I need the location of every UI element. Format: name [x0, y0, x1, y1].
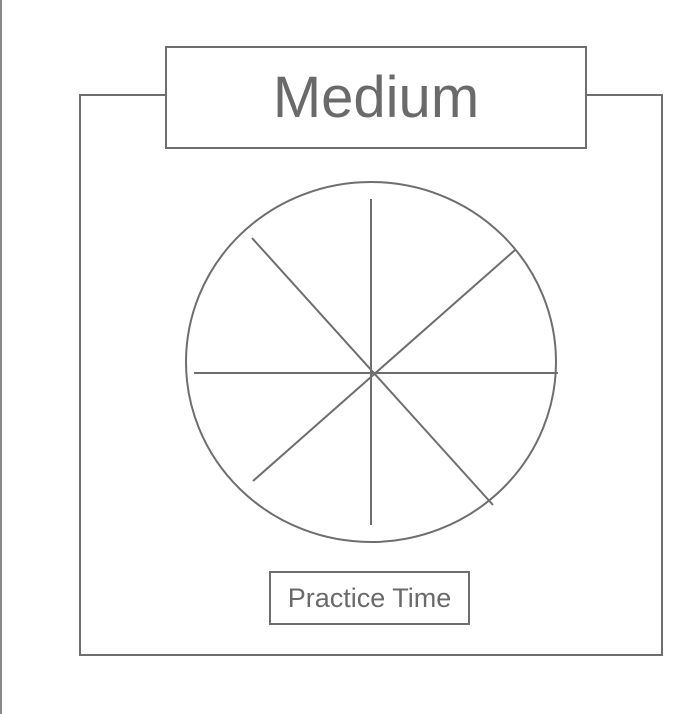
practice-time-button[interactable]: Practice Time [269, 571, 470, 625]
difficulty-title: Medium [272, 64, 480, 130]
title-box: Medium [165, 46, 587, 149]
practice-time-label: Practice Time [287, 582, 452, 613]
left-divider [0, 0, 2, 714]
